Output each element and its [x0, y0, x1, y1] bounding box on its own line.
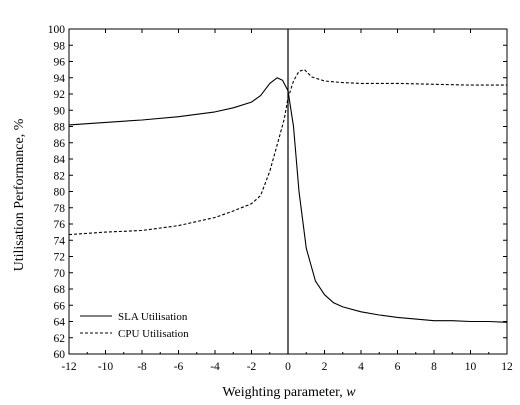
x-tick-label: 12 [501, 361, 513, 373]
y-tick-label: 84 [54, 154, 66, 166]
legend-label: CPU Utilisation [118, 328, 189, 340]
legend: SLA Utilisation CPU Utilisation [80, 311, 189, 340]
x-axis-ticks: -12 -10 -8 -6 -4 -2 0 2 4 6 8 10 12 [61, 29, 513, 373]
y-tick-label: 100 [48, 24, 66, 36]
x-axis-title-text: Weighting parameter, [222, 385, 342, 400]
x-tick-label: 2 [322, 361, 328, 373]
y-tick-label: 70 [54, 268, 66, 280]
y-tick-label: 68 [54, 284, 66, 296]
x-tick-label: 6 [395, 361, 401, 373]
x-tick-label: -8 [137, 361, 147, 373]
axes [68, 28, 508, 355]
y-tick-label: 60 [54, 349, 66, 361]
x-tick-label: 0 [285, 361, 291, 373]
x-tick-label: -12 [61, 361, 77, 373]
y-tick-label: 82 [54, 170, 66, 182]
legend-label: SLA Utilisation [118, 311, 188, 323]
y-tick-label: 92 [54, 89, 66, 101]
y-tick-label: 90 [54, 105, 66, 117]
y-axis-title: Utilisation Performance, % [12, 118, 27, 271]
x-axis-variable: w [346, 385, 356, 400]
y-tick-label: 94 [54, 73, 66, 85]
y-axis-ticks: 60 62 64 66 68 70 72 74 76 78 80 82 84 86 88 90 92 94 96 98… [48, 24, 507, 361]
y-tick-label: 86 [54, 138, 66, 150]
y-tick-label: 72 [54, 252, 66, 264]
x-tick-label: 10 [465, 361, 477, 373]
x-tick-label: -4 [210, 361, 220, 373]
x-tick-label: -2 [247, 361, 257, 373]
x-tick-label: -6 [174, 361, 184, 373]
y-tick-label: 64 [54, 317, 66, 329]
y-tick-label: 96 [54, 57, 66, 69]
y-tick-label: 80 [54, 187, 66, 199]
y-tick-label: 88 [54, 122, 66, 134]
x-tick-label: 4 [358, 361, 364, 373]
x-tick-label: -10 [98, 361, 114, 373]
series-line-sla-utilisation [68, 77, 508, 323]
series-lines [68, 69, 508, 323]
y-tick-label: 66 [54, 300, 66, 312]
series-line-cpu-utilisation [68, 69, 507, 236]
y-tick-label: 62 [54, 333, 66, 345]
y-tick-label: 78 [54, 203, 66, 215]
x-tick-label: 8 [431, 361, 437, 373]
x-axis-title: Weighting parameter, w [222, 385, 356, 400]
y-tick-label: 98 [54, 40, 66, 52]
y-tick-label: 74 [54, 235, 66, 247]
y-tick-label: 76 [54, 219, 66, 231]
